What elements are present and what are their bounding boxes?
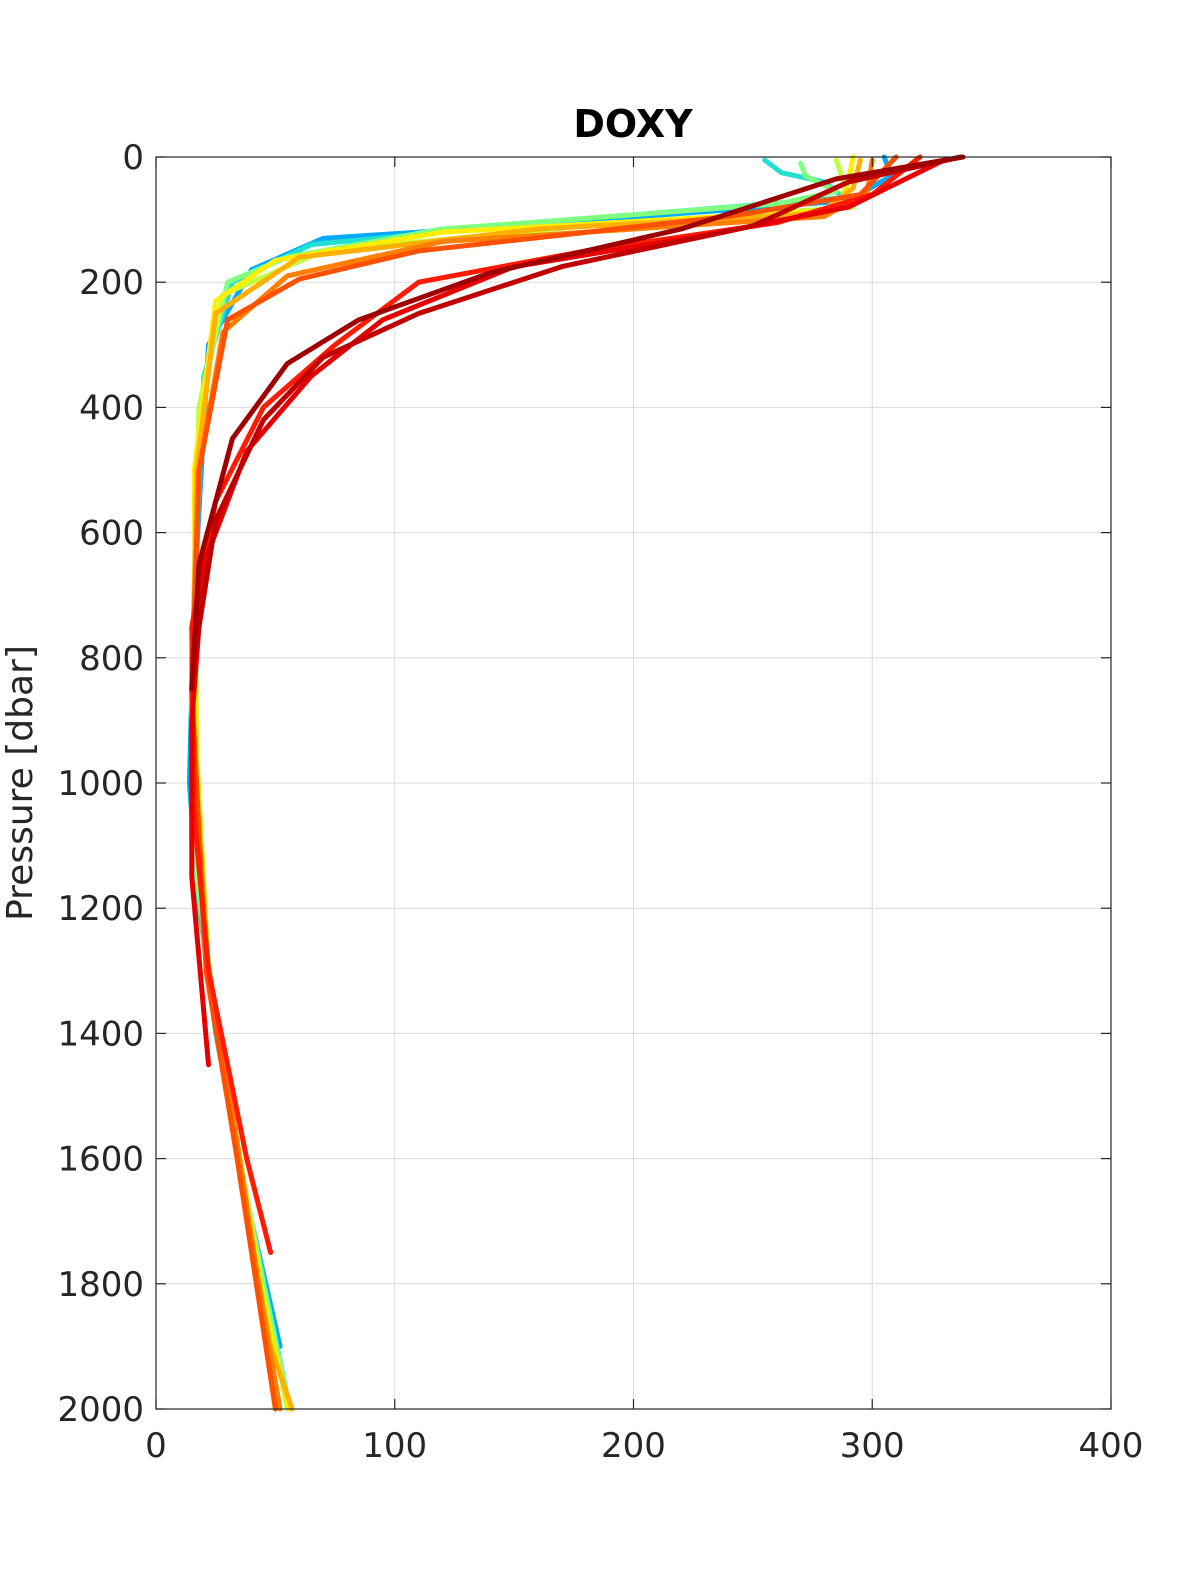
x-tick-label: 0 [145,1426,167,1466]
y-tick-label: 1000 [57,764,144,804]
profile-line-8 [189,154,899,1412]
y-tick-labels: 0 200 400 600 800 1000 1200 1400 1600 1800 2000 [57,138,144,1430]
profile-series [186,154,966,1412]
x-tick-label: 300 [840,1426,905,1466]
chart-title: DOXY [573,102,693,146]
y-tick-label: 2000 [57,1390,144,1430]
y-tick-label: 400 [79,388,144,428]
y-axis-label: Pressure [dbar] [0,645,41,921]
y-tick-label: 200 [79,263,144,303]
axis-ticks [155,156,1112,1410]
y-tick-label: 1800 [57,1265,144,1305]
y-tick-label: 800 [79,639,144,679]
y-tick-label: 1200 [57,889,144,929]
profile-line-12 [189,154,966,692]
x-tick-label: 400 [1079,1426,1144,1466]
profile-line-11 [191,154,964,661]
x-tick-label: 100 [362,1426,427,1466]
y-tick-label: 0 [122,138,144,178]
x-tick-label: 200 [601,1426,666,1466]
y-tick-label: 600 [79,514,144,554]
y-tick-label: 1600 [57,1140,144,1180]
x-tick-labels: 0 100 200 300 400 [145,1426,1143,1466]
y-tick-label: 1400 [57,1014,144,1054]
